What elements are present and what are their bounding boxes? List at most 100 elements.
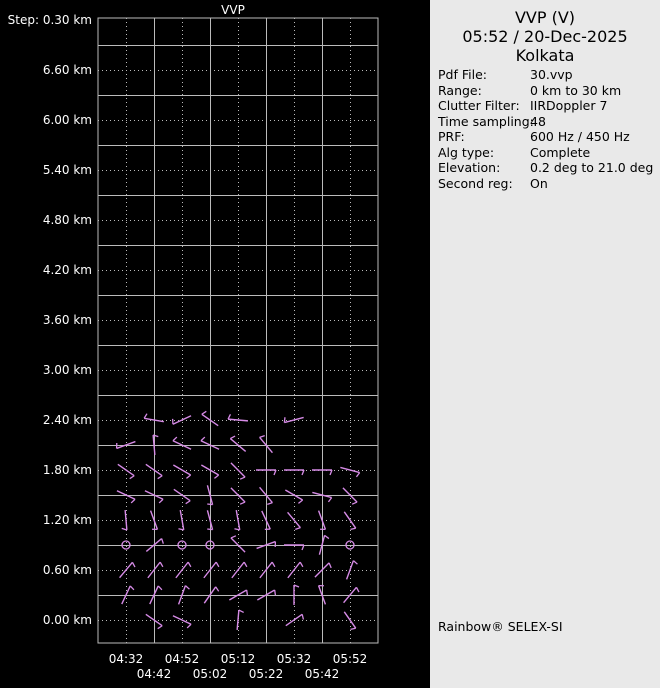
wind-barb [230, 462, 246, 480]
wind-barb [230, 535, 246, 553]
wind-barb [261, 510, 271, 531]
wind-barb [117, 463, 135, 480]
x-tick-label: 05:32 [277, 652, 312, 666]
barb-staff [340, 466, 360, 474]
x-tick-label: 04:42 [137, 667, 172, 681]
barb-staff [285, 613, 303, 627]
x-tick-label: 05:42 [305, 667, 340, 681]
wind-barb [236, 609, 244, 631]
barb-staff [201, 413, 219, 427]
barb-staff [124, 509, 128, 531]
barb-tick [227, 414, 232, 420]
barb-tick [184, 585, 190, 590]
barb-staff [342, 487, 358, 503]
barb-staff [318, 535, 326, 555]
wind-barb [147, 561, 164, 579]
barb-tick [200, 436, 206, 442]
barb-staff [230, 537, 246, 553]
wind-barb [318, 534, 330, 555]
wind-barb [178, 510, 185, 531]
barb-tick [234, 528, 240, 531]
barb-tick [271, 561, 276, 568]
y-tick-label: 1.20 km [43, 513, 92, 527]
barb-tick [301, 544, 305, 551]
barb-tick [327, 497, 333, 503]
wind-barb [121, 585, 135, 605]
barb-tick [130, 498, 136, 504]
info-row: PRF: 600 Hz / 450 Hz [438, 129, 653, 145]
wind-barb [149, 510, 159, 531]
barb-tick [239, 476, 246, 480]
info-row: Time sampling: 48 [438, 114, 653, 130]
wind-barb [228, 589, 249, 601]
barb-staff [312, 491, 332, 499]
info-row: Pdf File: 30.vvp [438, 67, 653, 83]
barb-tick [274, 589, 277, 596]
y-tick-label: 5.40 km [43, 163, 92, 177]
info-row: Second reg: On [438, 176, 653, 192]
barb-tick [152, 434, 159, 438]
barb-staff [200, 464, 220, 476]
wind-barb [342, 487, 358, 505]
barb-tick [298, 499, 304, 504]
wind-barb [206, 485, 214, 506]
info-value: 600 Hz / 450 Hz [530, 129, 630, 144]
barb-staff [231, 561, 245, 579]
barb-staff [117, 463, 135, 477]
barb-staff [229, 438, 247, 452]
vvp-wind-profile-chart: VVP Step: 0.30 km 6.60 km 6.00 km 5.40 km 4.8… [8, 3, 379, 681]
wind-barb [201, 410, 219, 427]
info-row: Elevation: 0.2 deg to 21.0 deg [438, 160, 653, 176]
wind-barb [234, 510, 241, 531]
wind-barb [312, 469, 333, 476]
barb-tick [215, 586, 220, 592]
wind-barb [343, 586, 360, 604]
y-tick-label: 4.20 km [43, 263, 92, 277]
vvp-chart-area: VVP Step: 0.30 km 6.60 km 6.00 km 5.40 km 4.8… [7, 3, 379, 681]
barb-staff [119, 561, 133, 579]
wind-barb [227, 414, 249, 422]
wind-barb [343, 611, 357, 631]
barb-staff [317, 510, 327, 530]
wind-barb [145, 613, 163, 630]
barb-staff [121, 585, 131, 605]
barb-staff [173, 488, 191, 502]
barb-staff [259, 561, 273, 579]
wind-barb [203, 561, 220, 579]
barb-staff [172, 415, 192, 425]
barb-staff [145, 613, 163, 627]
barb-tick [350, 527, 356, 531]
info-row: Range: 0 km to 30 km [438, 83, 653, 99]
info-key: Pdf File: [438, 67, 487, 82]
info-key: Range: [438, 82, 482, 98]
barb-tick [230, 435, 236, 440]
product-title: VVP (V) [514, 8, 576, 27]
barb-staff [203, 561, 217, 579]
barb-staff [145, 463, 163, 477]
wind-barb [343, 511, 357, 531]
info-row: Alg type: Complete [438, 145, 653, 161]
wind-barb [230, 487, 246, 505]
wind-barb [284, 469, 305, 476]
barb-tick [293, 584, 300, 588]
y-tick-label: 1.80 km [43, 463, 92, 477]
barb-tick [158, 498, 164, 504]
x-tick-label: 04:52 [165, 652, 200, 666]
barb-tick [143, 413, 148, 419]
info-key: Time sampling: [438, 113, 534, 129]
barb-tick [283, 417, 286, 423]
info-panel: VVP (V) 05:52 / 20-Dec-2025 Kolkata Pdf … [430, 0, 660, 688]
wind-barb [145, 538, 164, 552]
barb-tick [157, 625, 163, 630]
wind-barb [345, 560, 358, 580]
calm-marker [177, 540, 187, 550]
barb-tick [329, 469, 333, 476]
barb-staff [345, 560, 355, 580]
barb-tick [230, 535, 237, 539]
wind-barb [200, 436, 220, 450]
wind-barb [317, 584, 327, 605]
wind-barb [256, 540, 277, 550]
barb-tick [301, 469, 305, 476]
barb-tick [129, 585, 135, 591]
barb-tick [238, 609, 244, 614]
